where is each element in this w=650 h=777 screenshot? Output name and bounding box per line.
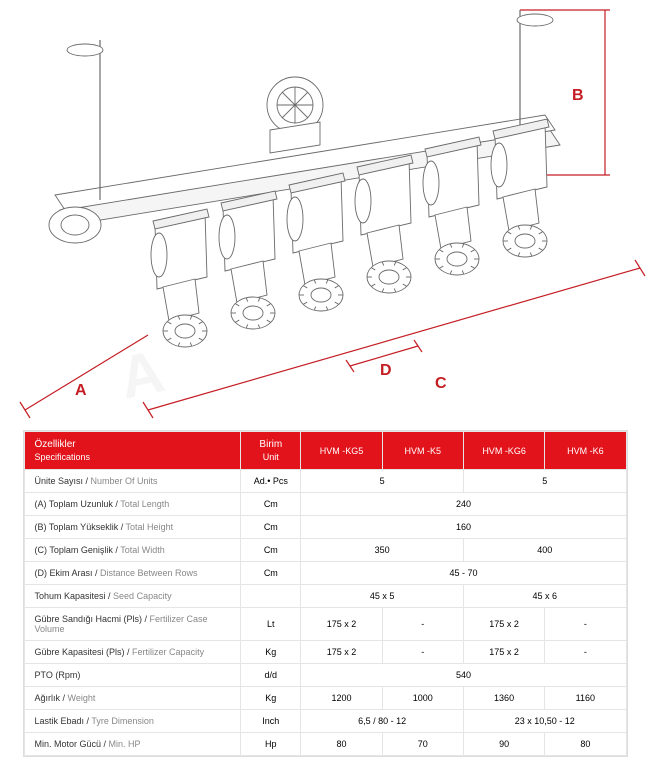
row-value: 45 x 6 bbox=[463, 585, 626, 608]
row-value: 1000 bbox=[382, 687, 463, 710]
row-value: 70 bbox=[382, 733, 463, 756]
row-value: 90 bbox=[463, 733, 544, 756]
row-unit: Hp bbox=[241, 733, 301, 756]
spec-table: Özellikler Specifications Birim Unit HVM… bbox=[24, 431, 627, 756]
table-row: Lastik Ebadı / Tyre DimensionInch6,5 / 8… bbox=[24, 710, 626, 733]
dim-label-c: C bbox=[435, 375, 447, 392]
row-label: (C) Toplam Genişlik / Total Width bbox=[24, 539, 241, 562]
row-unit: Cm bbox=[241, 493, 301, 516]
dim-label-d: D bbox=[380, 362, 392, 379]
table-row: (C) Toplam Genişlik / Total WidthCm35040… bbox=[24, 539, 626, 562]
th-m2: HVM -K5 bbox=[382, 432, 463, 470]
row-label: Gübre Kapasitesi (Pls) / Fertilizer Capa… bbox=[24, 641, 241, 664]
row-label: (A) Toplam Uzunluk / Total Length bbox=[24, 493, 241, 516]
row-label: Ünite Sayısı / Number Of Units bbox=[24, 470, 241, 493]
row-value: - bbox=[545, 608, 626, 641]
row-value: 45 x 5 bbox=[301, 585, 464, 608]
row-value: - bbox=[382, 608, 463, 641]
th-m4: HVM -K6 bbox=[545, 432, 626, 470]
row-value: 6,5 / 80 - 12 bbox=[301, 710, 464, 733]
table-row: Min. Motor Gücü / Min. HPHp80709080 bbox=[24, 733, 626, 756]
technical-diagram: A B A C D bbox=[0, 0, 650, 430]
row-value: 175 x 2 bbox=[301, 608, 382, 641]
spec-table-container: Özellikler Specifications Birim Unit HVM… bbox=[23, 430, 628, 757]
row-value: 45 - 70 bbox=[301, 562, 626, 585]
dim-label-b: B bbox=[572, 87, 584, 104]
th-spec: Özellikler Specifications bbox=[24, 432, 241, 470]
row-value: - bbox=[545, 641, 626, 664]
row-label: Ağırlık / Weight bbox=[24, 687, 241, 710]
row-unit: Cm bbox=[241, 539, 301, 562]
row-value: 80 bbox=[545, 733, 626, 756]
row-label: (D) Ekim Arası / Distance Between Rows bbox=[24, 562, 241, 585]
row-value: 1160 bbox=[545, 687, 626, 710]
row-value: 175 x 2 bbox=[463, 608, 544, 641]
row-unit: Cm bbox=[241, 516, 301, 539]
row-unit: Inch bbox=[241, 710, 301, 733]
row-unit bbox=[241, 585, 301, 608]
row-label: Gübre Sandığı Hacmi (Pls) / Fertilizer C… bbox=[24, 608, 241, 641]
row-value: - bbox=[382, 641, 463, 664]
row-value: 540 bbox=[301, 664, 626, 687]
row-value: 5 bbox=[463, 470, 626, 493]
row-value: 160 bbox=[301, 516, 626, 539]
row-value: 175 x 2 bbox=[463, 641, 544, 664]
row-unit: Kg bbox=[241, 687, 301, 710]
row-label: (B) Toplam Yükseklik / Total Height bbox=[24, 516, 241, 539]
row-unit: Cm bbox=[241, 562, 301, 585]
table-row: PTO (Rpm)d/d540 bbox=[24, 664, 626, 687]
dim-label-a: A bbox=[75, 382, 87, 399]
row-value: 400 bbox=[463, 539, 626, 562]
table-row: Tohum Kapasitesi / Seed Capacity 45 x 545… bbox=[24, 585, 626, 608]
row-value: 80 bbox=[301, 733, 382, 756]
th-m1: HVM -KG5 bbox=[301, 432, 382, 470]
row-label: Lastik Ebadı / Tyre Dimension bbox=[24, 710, 241, 733]
row-unit: Lt bbox=[241, 608, 301, 641]
diagram-svg: B A C D bbox=[0, 0, 650, 430]
row-value: 1360 bbox=[463, 687, 544, 710]
row-value: 5 bbox=[301, 470, 464, 493]
table-row: Ünite Sayısı / Number Of UnitsAd.• Pcs55 bbox=[24, 470, 626, 493]
row-value: 1200 bbox=[301, 687, 382, 710]
row-label: PTO (Rpm) bbox=[24, 664, 241, 687]
table-row: (B) Toplam Yükseklik / Total HeightCm160 bbox=[24, 516, 626, 539]
table-row: Gübre Sandığı Hacmi (Pls) / Fertilizer C… bbox=[24, 608, 626, 641]
row-unit: Ad.• Pcs bbox=[241, 470, 301, 493]
th-m3: HVM -KG6 bbox=[463, 432, 544, 470]
row-value: 23 x 10,50 - 12 bbox=[463, 710, 626, 733]
th-unit: Birim Unit bbox=[241, 432, 301, 470]
table-row: Ağırlık / WeightKg1200100013601160 bbox=[24, 687, 626, 710]
row-label: Min. Motor Gücü / Min. HP bbox=[24, 733, 241, 756]
table-row: (A) Toplam Uzunluk / Total LengthCm240 bbox=[24, 493, 626, 516]
row-value: 240 bbox=[301, 493, 626, 516]
row-value: 175 x 2 bbox=[301, 641, 382, 664]
row-unit: d/d bbox=[241, 664, 301, 687]
table-row: Gübre Kapasitesi (Pls) / Fertilizer Capa… bbox=[24, 641, 626, 664]
row-value: 350 bbox=[301, 539, 464, 562]
row-unit: Kg bbox=[241, 641, 301, 664]
row-label: Tohum Kapasitesi / Seed Capacity bbox=[24, 585, 241, 608]
table-row: (D) Ekim Arası / Distance Between RowsCm… bbox=[24, 562, 626, 585]
